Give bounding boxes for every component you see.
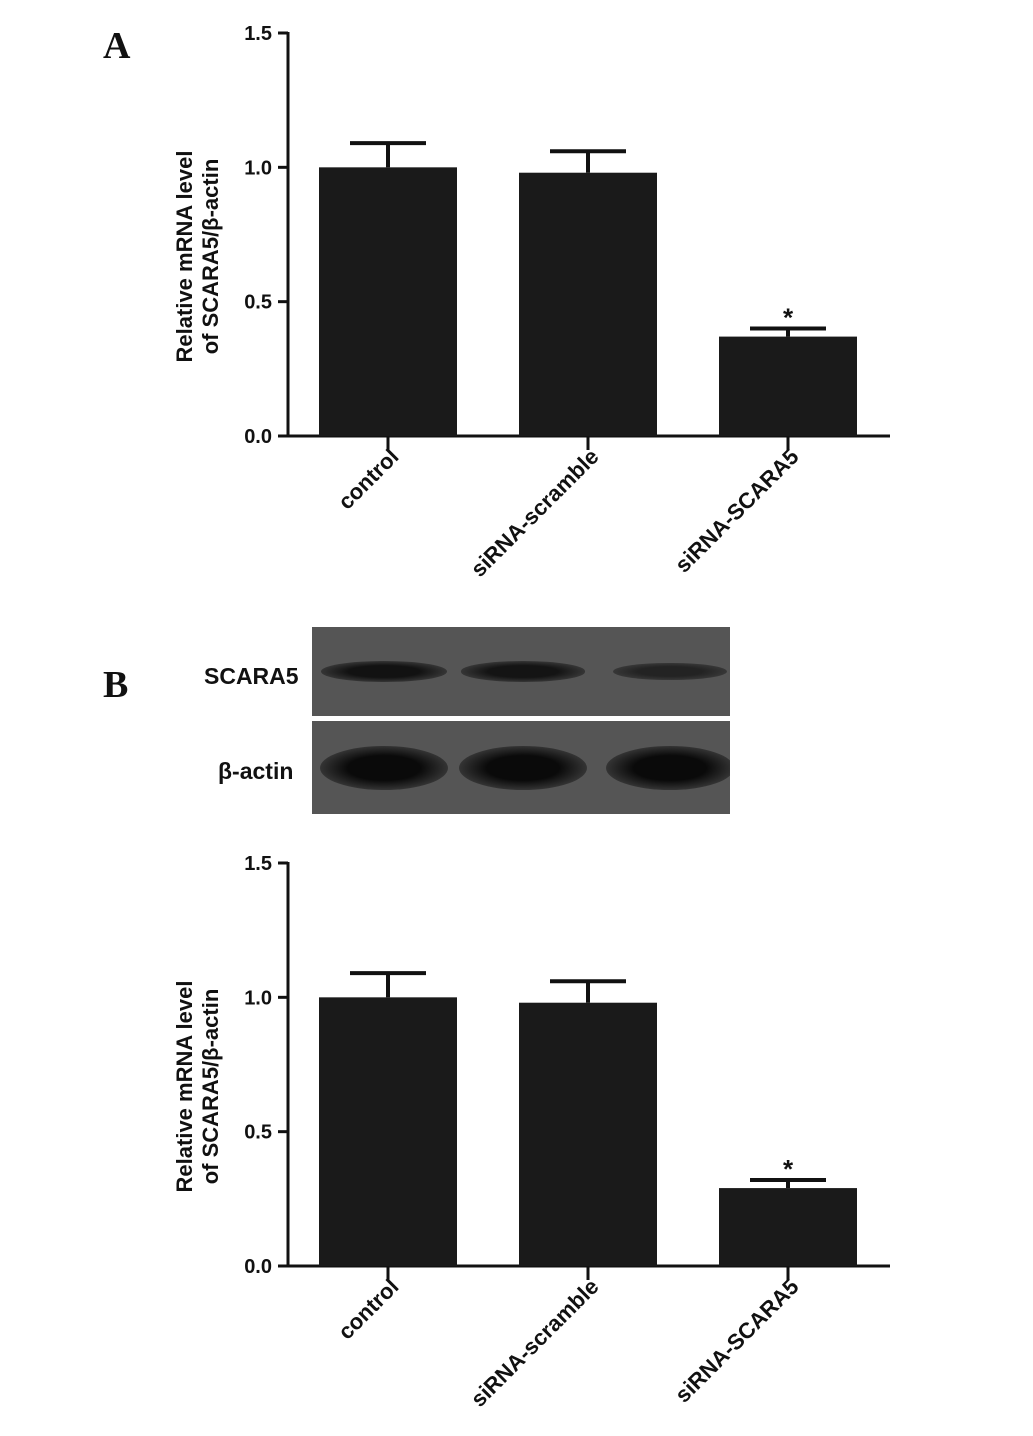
y-axis-title-line1: Relative mRNA level xyxy=(172,981,197,1193)
panel-letter-b: B xyxy=(103,664,129,706)
y-axis-title-line2: of SCARA5/β-actin xyxy=(198,159,223,355)
y-tick-label: 1.5 xyxy=(244,853,272,875)
blot-label-scara5: SCARA5 xyxy=(204,663,299,689)
blot-band xyxy=(461,661,585,682)
x-category-label: control xyxy=(333,1274,403,1344)
blot-band xyxy=(459,745,587,790)
y-tick-label: 0.0 xyxy=(244,1256,272,1278)
x-category-label: siRNA-SCARA5 xyxy=(670,444,803,577)
bar-sirna-scara5 xyxy=(719,336,857,436)
bar-sirna-scramble xyxy=(519,1002,657,1266)
panel-letter-a: A xyxy=(103,25,131,67)
blot-label-beta-actin: β-actin xyxy=(218,758,294,784)
blot-band xyxy=(606,745,730,790)
y-axis-title-line2: of SCARA5/β-actin xyxy=(198,989,223,1185)
x-category-label: control xyxy=(333,444,403,514)
significance-marker: * xyxy=(783,303,794,333)
y-tick-label: 0.5 xyxy=(244,292,272,314)
x-category-label: siRNA-scramble xyxy=(466,1274,604,1412)
x-category-label: siRNA-SCARA5 xyxy=(670,1274,803,1407)
bar-control xyxy=(319,167,457,437)
significance-marker: * xyxy=(783,1154,794,1184)
blot-band xyxy=(320,745,448,790)
y-tick-label: 1.0 xyxy=(244,987,272,1009)
western-blot-scara5 xyxy=(312,627,730,716)
y-tick-label: 1.5 xyxy=(244,23,272,45)
y-tick-label: 0.0 xyxy=(244,426,272,448)
y-axis-title-line1: Relative mRNA level xyxy=(172,151,197,363)
y-tick-label: 1.0 xyxy=(244,157,272,179)
y-tick-label: 0.5 xyxy=(244,1122,272,1144)
bar-sirna-scara5 xyxy=(719,1188,857,1266)
bar-chart-b: 0.0 0.5 1.0 1.5 Relative mRNA level of SCARA5… xyxy=(172,853,890,1412)
blot-band xyxy=(613,662,727,681)
x-category-label: siRNA-scramble xyxy=(466,444,604,582)
bar-control xyxy=(319,997,457,1266)
blot-band xyxy=(321,661,447,682)
western-blot-beta-actin xyxy=(312,721,730,814)
bar-chart-a: 0.0 0.5 1.0 1.5 Relative mRNA level of SCARA5… xyxy=(172,23,890,582)
bar-sirna-scramble xyxy=(519,172,657,436)
